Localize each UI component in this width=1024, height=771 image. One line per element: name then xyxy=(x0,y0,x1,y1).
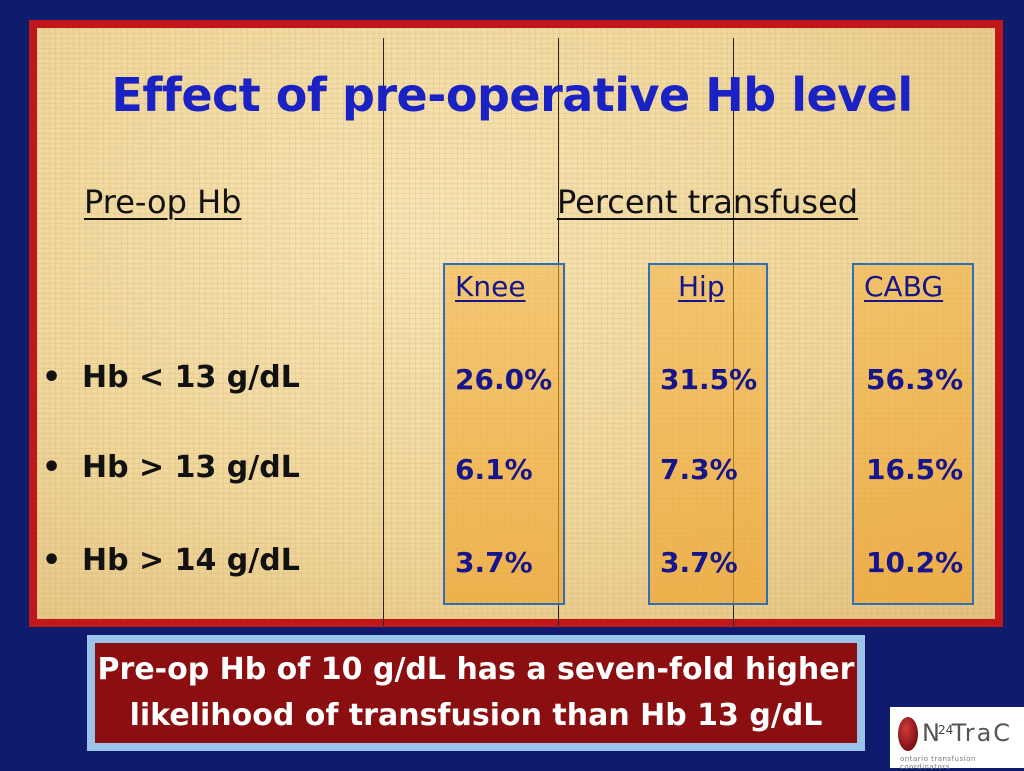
column-header-knee: Knee xyxy=(455,270,526,303)
value-cabg: 56.3% xyxy=(866,363,964,396)
logo-text: N TraC xyxy=(922,719,1013,747)
value-knee: 6.1% xyxy=(455,453,533,486)
bullet-icon: • xyxy=(42,360,62,395)
slide-title: Effect of pre-operative Hb level xyxy=(111,68,913,122)
knee-column-box xyxy=(443,263,565,605)
column-header-cabg: CABG xyxy=(864,270,944,303)
row-label: Hb < 13 g/dL xyxy=(82,360,300,395)
bullet-icon: • xyxy=(42,543,62,578)
value-knee: 26.0% xyxy=(455,363,553,396)
value-knee: 3.7% xyxy=(455,546,533,579)
value-hip: 7.3% xyxy=(660,453,738,486)
value-cabg: 16.5% xyxy=(866,453,964,486)
bullet-icon: • xyxy=(42,450,62,485)
column-header-hip: Hip xyxy=(678,270,725,303)
callout-line-1: Pre-op Hb of 10 g/dL has a seven-fold hi… xyxy=(97,652,855,687)
table-row: • Hb < 13 g/dL xyxy=(42,360,300,395)
row-label: Hb > 13 g/dL xyxy=(82,450,300,485)
callout-text: Pre-op Hb of 10 g/dL has a seven-fold hi… xyxy=(95,643,857,743)
cabg-column-box xyxy=(852,263,974,605)
ontrac-logo: N TraC 24 ontario transfusion coordinato… xyxy=(890,707,1024,771)
value-cabg: 10.2% xyxy=(866,546,964,579)
table-row: • Hb > 14 g/dL xyxy=(42,543,300,578)
row-label: Hb > 14 g/dL xyxy=(82,543,300,578)
logo-drop-icon xyxy=(898,717,918,751)
logo-subtitle: ontario transfusion coordinators xyxy=(900,755,976,771)
table-row: • Hb > 13 g/dL xyxy=(42,450,300,485)
hip-column-box xyxy=(648,263,768,605)
callout-line-2: likelihood of transfusion than Hb 13 g/d… xyxy=(129,698,823,733)
value-hip: 3.7% xyxy=(660,546,738,579)
preop-heading: Pre-op Hb xyxy=(84,183,242,221)
percent-heading: Percent transfused xyxy=(557,183,859,221)
value-hip: 31.5% xyxy=(660,363,758,396)
slide-number: 24 xyxy=(938,723,954,737)
callout-box: Pre-op Hb of 10 g/dL has a seven-fold hi… xyxy=(87,635,865,751)
divider-line xyxy=(383,38,384,626)
